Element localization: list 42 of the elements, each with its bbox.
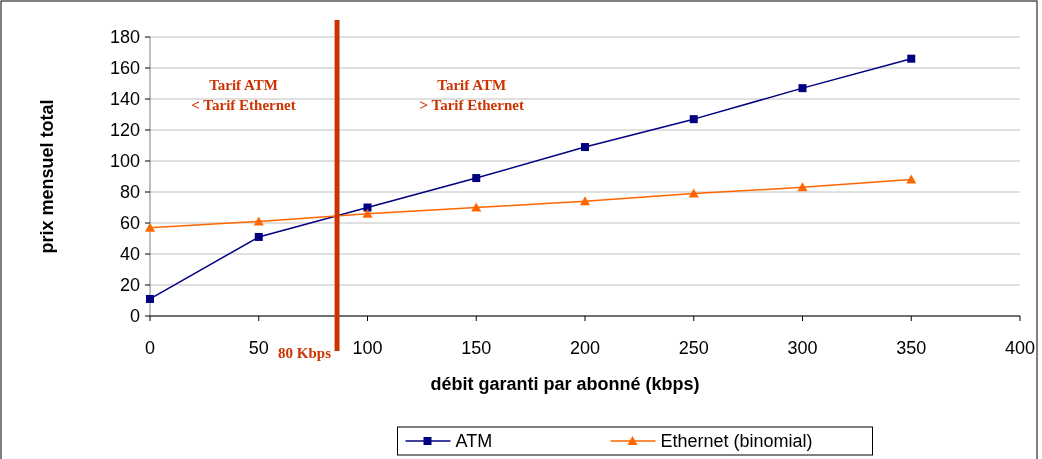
y-tick-label: 60	[119, 213, 140, 234]
y-tick-label: 40	[119, 244, 140, 265]
point	[688, 188, 699, 198]
annotation: Tarif ATM < Tarif Ethernet	[191, 77, 296, 113]
point	[798, 84, 807, 93]
point	[689, 115, 698, 124]
y-tick-label: 100	[109, 151, 140, 172]
y-tick-label: 120	[109, 120, 140, 141]
y-tick-label: 180	[109, 27, 140, 48]
point	[472, 174, 481, 183]
legend-label: Ethernet (binomial)	[660, 431, 813, 452]
x-tick-label: 250	[678, 338, 709, 358]
annotation: Tarif ATM > Tarif Ethernet	[419, 77, 524, 113]
x-tick-label: 100	[352, 338, 383, 358]
ref-line-label: 80 Kbps	[278, 345, 332, 361]
y-tick-label: 160	[109, 58, 140, 79]
x-tick-label: 350	[896, 338, 927, 358]
y-tick-label: 0	[129, 306, 140, 327]
point	[581, 143, 589, 152]
point	[145, 222, 155, 232]
x-tick-label: 0	[144, 338, 156, 358]
y-tick-label: 80	[119, 182, 140, 203]
legend-label: ATM	[455, 431, 493, 452]
point	[580, 196, 590, 206]
point	[906, 174, 917, 184]
x-axis-title: débit garanti par abonné (kbps)	[430, 374, 700, 394]
point	[797, 182, 808, 192]
y-axis-title: prix mensuel total	[37, 99, 57, 254]
x-tick-label: 300	[787, 338, 818, 358]
x-tick-label: 150	[461, 338, 492, 358]
x-tick-label: 400	[1004, 338, 1036, 358]
point	[253, 216, 264, 226]
point	[362, 208, 373, 218]
y-tick-label: 140	[109, 89, 140, 110]
point	[363, 203, 372, 212]
point	[254, 232, 263, 241]
point	[907, 54, 916, 63]
x-tick-label: 200	[569, 338, 601, 358]
point	[471, 202, 482, 212]
y-tick-label: 20	[119, 275, 140, 296]
x-tick-label: 50	[248, 338, 269, 358]
point	[146, 294, 154, 303]
